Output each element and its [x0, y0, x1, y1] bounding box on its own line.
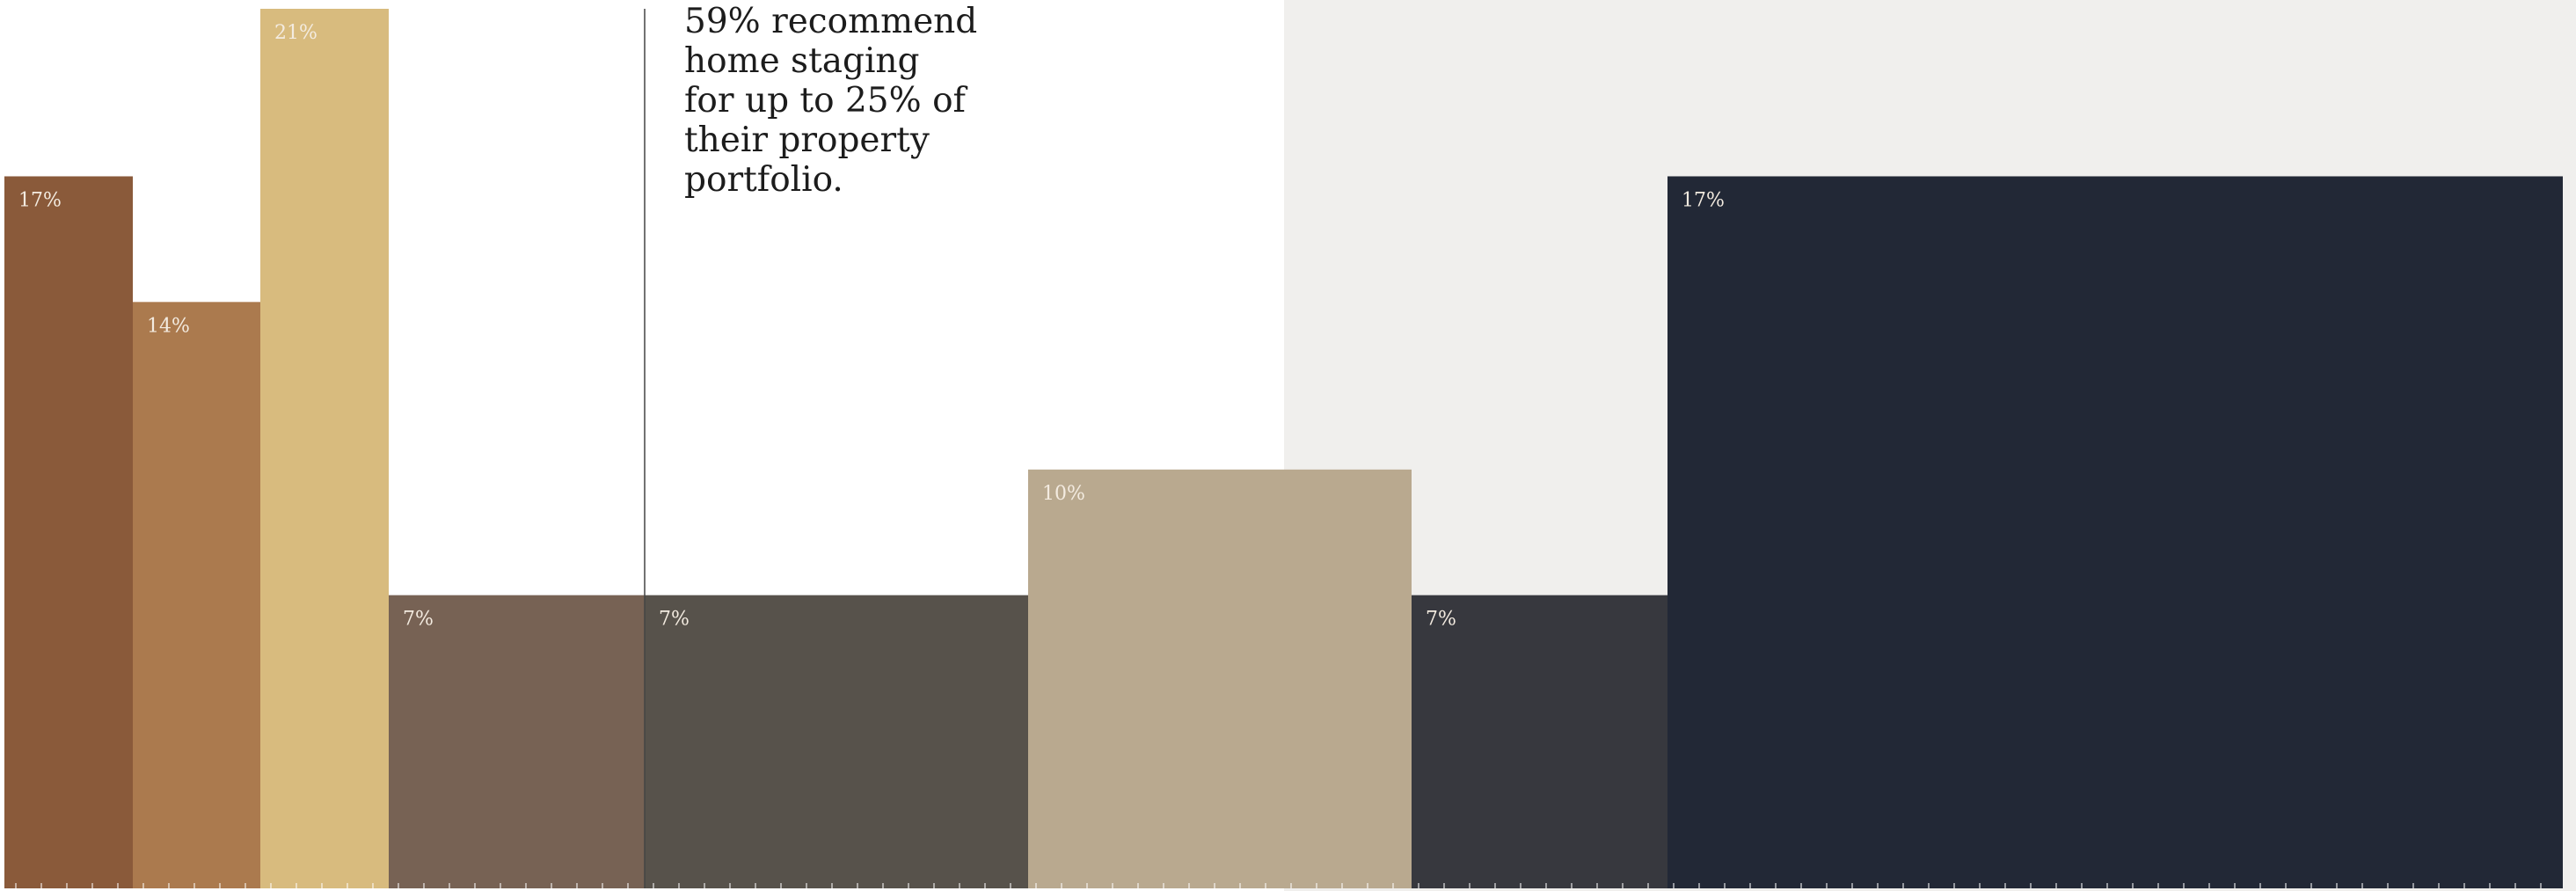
bar-value-label: 10%	[1042, 483, 1085, 505]
axis-ticks	[15, 883, 2542, 888]
bar-value-label: 7%	[1426, 609, 1456, 631]
bar-value-label: 7%	[403, 609, 434, 631]
bar-value-label: 17%	[1682, 189, 1725, 211]
annotation-line: for up to 25% of	[684, 81, 966, 121]
bar	[1412, 595, 1667, 888]
bar-value-label: 14%	[147, 315, 190, 337]
annotation-line: portfolio.	[684, 160, 843, 200]
bar	[1667, 176, 2563, 888]
bars-group: 17% 14% 21% 7% 7% 10% 7% 17%	[4, 9, 2563, 888]
annotation-line: home staging	[684, 41, 920, 81]
bar	[4, 176, 133, 888]
bar	[133, 302, 260, 888]
bar	[1028, 469, 1412, 888]
annotation-text: 59% recommend home staging for up to 25%…	[684, 2, 1054, 200]
bar-value-label: 21%	[274, 22, 317, 44]
bar	[389, 595, 645, 888]
bar-value-label: 7%	[659, 609, 690, 631]
bar	[260, 9, 389, 888]
annotation-line: their property	[684, 121, 930, 160]
bar	[645, 595, 1028, 888]
bar-value-label: 17%	[18, 189, 62, 211]
annotation-line: 59% recommend	[684, 2, 978, 41]
